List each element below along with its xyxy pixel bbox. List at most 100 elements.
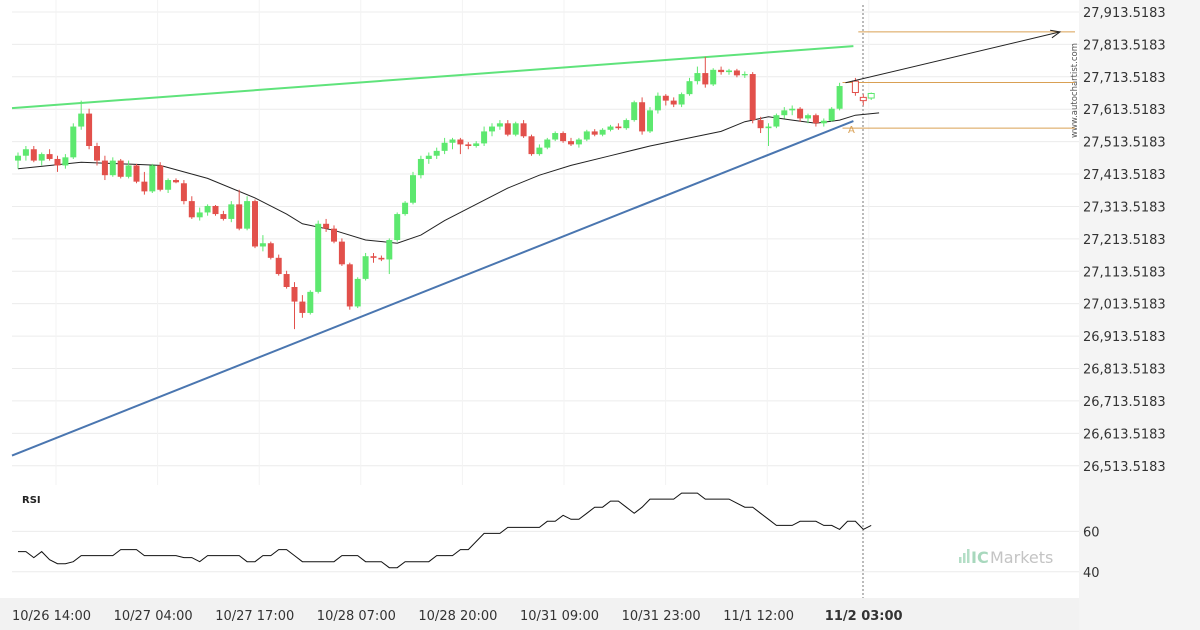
candle-body xyxy=(275,257,282,275)
candle-body xyxy=(299,301,306,313)
candle-body xyxy=(662,95,669,101)
candle-body xyxy=(631,102,638,121)
price-axis-strip xyxy=(1079,0,1200,630)
candle-body xyxy=(678,94,685,105)
time-tick-label: 11/2 03:00 xyxy=(825,609,903,624)
candle-body xyxy=(560,133,567,142)
candle-body xyxy=(623,120,630,129)
brand-prefix: IC xyxy=(971,548,989,567)
rsi-plot-area xyxy=(12,485,1079,598)
rsi-label: RSI xyxy=(22,495,41,506)
price-tick-labels: 27,913.5183 27,813.5183 27,713.5183 27,613.… xyxy=(1083,6,1166,475)
candle-body xyxy=(180,183,187,202)
candle-body xyxy=(726,70,732,73)
price-tick-label: 27,413.5183 xyxy=(1083,168,1166,183)
candle-body xyxy=(283,274,290,287)
candle-body xyxy=(259,243,266,247)
price-tick-label: 26,713.5183 xyxy=(1083,395,1166,410)
price-tick-label: 27,013.5183 xyxy=(1083,298,1166,313)
price-tick-label: 27,313.5183 xyxy=(1083,200,1166,215)
candle-body xyxy=(267,243,274,258)
candle-body xyxy=(15,155,21,161)
candle-body xyxy=(496,123,503,127)
candle-body xyxy=(654,95,661,111)
candle-body xyxy=(473,143,480,146)
candle-body xyxy=(773,115,780,127)
candle-body xyxy=(46,154,53,159)
candle-body xyxy=(425,155,432,159)
moving-average xyxy=(17,112,880,244)
rsi-tick-label: 60 xyxy=(1083,525,1100,540)
candle-body xyxy=(133,165,140,182)
candle-body xyxy=(607,126,614,130)
logo-bar-3 xyxy=(967,549,970,563)
rsi-panel xyxy=(12,485,1079,598)
time-tick-labels: 10/26 14:00 10/27 04:00 10/27 17:00 10/28 0… xyxy=(12,609,903,624)
candle-body xyxy=(78,113,85,127)
candle-body xyxy=(30,149,37,161)
candle-body xyxy=(22,149,29,156)
candle-body xyxy=(228,204,235,219)
candle-body xyxy=(583,131,590,140)
candle-body xyxy=(109,160,116,176)
candle-body xyxy=(291,287,298,302)
rsi-gridlines xyxy=(12,530,1079,573)
moving-average-line xyxy=(17,112,880,244)
candle-body xyxy=(212,205,219,215)
candle-body xyxy=(449,139,456,143)
support-line xyxy=(11,120,854,457)
candle-body xyxy=(307,291,314,313)
candle-body xyxy=(859,96,867,102)
candle-body xyxy=(686,81,693,95)
resistance-line xyxy=(11,45,854,110)
logo-bar-1 xyxy=(959,557,962,563)
time-tick-label: 10/28 20:00 xyxy=(418,609,497,624)
candle-body xyxy=(149,165,156,192)
candle-body xyxy=(244,201,251,229)
candle-body xyxy=(315,223,322,292)
candle-body xyxy=(362,256,369,279)
brand-name: Markets xyxy=(990,548,1053,567)
candle-body xyxy=(252,201,258,247)
candle-body xyxy=(805,115,811,119)
candle-body xyxy=(417,158,424,176)
candle-body xyxy=(733,70,740,76)
pattern-lines xyxy=(11,45,854,457)
time-tick-label: 10/27 17:00 xyxy=(215,609,294,624)
candle-body xyxy=(338,241,345,265)
candle-body xyxy=(54,158,61,166)
candle-body xyxy=(694,73,701,82)
candle-body xyxy=(141,181,148,192)
candle-body xyxy=(741,74,748,76)
time-tick-label: 11/1 12:00 xyxy=(723,609,794,624)
projection-arrowhead xyxy=(1050,29,1062,39)
candle-body xyxy=(38,154,45,161)
candle-body xyxy=(481,131,488,144)
candle-body xyxy=(441,142,448,151)
candle-body xyxy=(433,150,440,156)
candle-body xyxy=(378,257,385,260)
candle-body xyxy=(220,214,227,219)
candle-body xyxy=(346,264,353,307)
logo-bar-2 xyxy=(963,553,966,563)
price-tick-label: 27,713.5183 xyxy=(1083,71,1166,86)
candlesticks xyxy=(15,56,843,330)
candle-body xyxy=(402,202,409,215)
candle-body xyxy=(101,160,108,176)
candle-body xyxy=(323,223,330,229)
rsi-polyline xyxy=(18,492,872,569)
candle-body xyxy=(718,69,725,73)
candle-body xyxy=(812,115,819,124)
brand-logo: IC Markets xyxy=(959,548,1053,567)
time-tick-label: 10/26 14:00 xyxy=(12,609,91,624)
candle-body xyxy=(117,160,124,177)
price-tick-label: 27,613.5183 xyxy=(1083,103,1166,118)
candle-body xyxy=(544,139,551,148)
watermark-label: www.autochartist.com xyxy=(1070,43,1080,138)
price-tick-label: 27,213.5183 xyxy=(1083,233,1166,248)
candle-body xyxy=(670,100,677,105)
candle-body xyxy=(457,139,464,145)
candle-body xyxy=(781,110,788,116)
time-tick-label: 10/28 07:00 xyxy=(317,609,396,624)
